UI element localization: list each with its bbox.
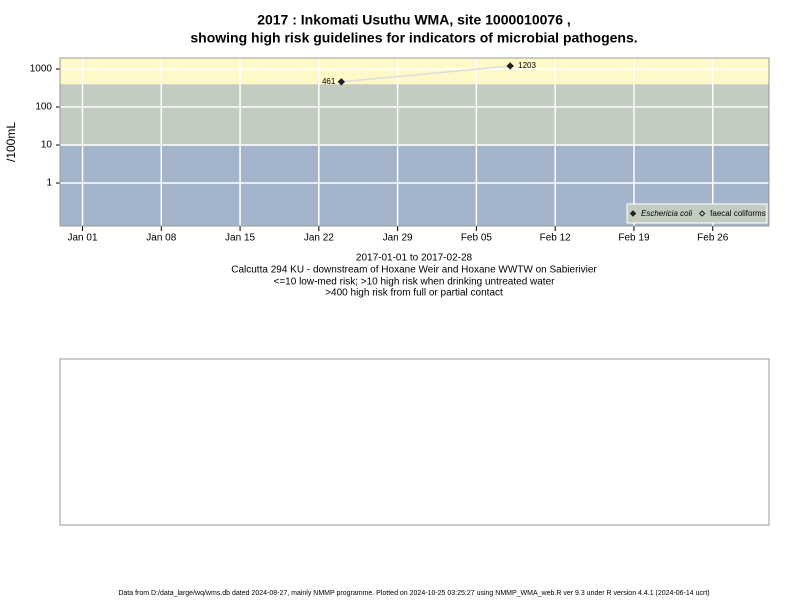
data-label: 1203 [518,61,536,70]
empty-panel [59,358,770,526]
x-tick-label: Feb 19 [618,233,650,244]
y-axis-label: /100mL [4,122,18,162]
x-tick-label: Jan 22 [304,233,334,244]
x-tick-label: Jan 29 [383,233,413,244]
subtitle: <=10 low-med risk; >10 high risk when dr… [274,277,556,288]
y-tick-label: 10 [41,140,53,151]
x-tick-label: Feb 12 [540,233,572,244]
legend-marker [698,210,706,217]
risk-band [60,58,769,85]
y-tick-label: 1000 [30,64,53,75]
chart-title: showing high risk guidelines for indicat… [190,30,637,46]
x-tick-label: Feb 05 [461,233,493,244]
risk-band [60,84,769,146]
series-line [341,65,511,83]
x-tick-label: Jan 15 [225,233,255,244]
subtitle: 2017-01-01 to 2017-02-28 [356,253,473,264]
data-label: 461 [322,77,336,86]
x-tick-label: Feb 26 [697,233,729,244]
chart-title: 2017 : Inkomati Usuthu WMA, site 1000010… [257,12,571,28]
legend-box [626,203,768,224]
y-tick-label: 1 [46,178,52,189]
data-point [506,62,514,70]
footer: Data from D:/data_large/wq/wms.db dated … [118,590,709,597]
legend-label: Eschericia coli [641,209,692,218]
legend-marker [629,210,637,217]
plot-border [59,57,770,227]
x-tick-label: Jan 01 [67,233,97,244]
subtitle: >400 high risk from full or partial cont… [325,288,503,299]
subtitle: Calcutta 294 KU - downstream of Hoxane W… [231,265,597,276]
y-tick-label: 100 [35,102,52,113]
x-tick-label: Jan 08 [146,233,176,244]
data-point [337,78,346,86]
legend-label: faecal coliforms [710,209,766,218]
